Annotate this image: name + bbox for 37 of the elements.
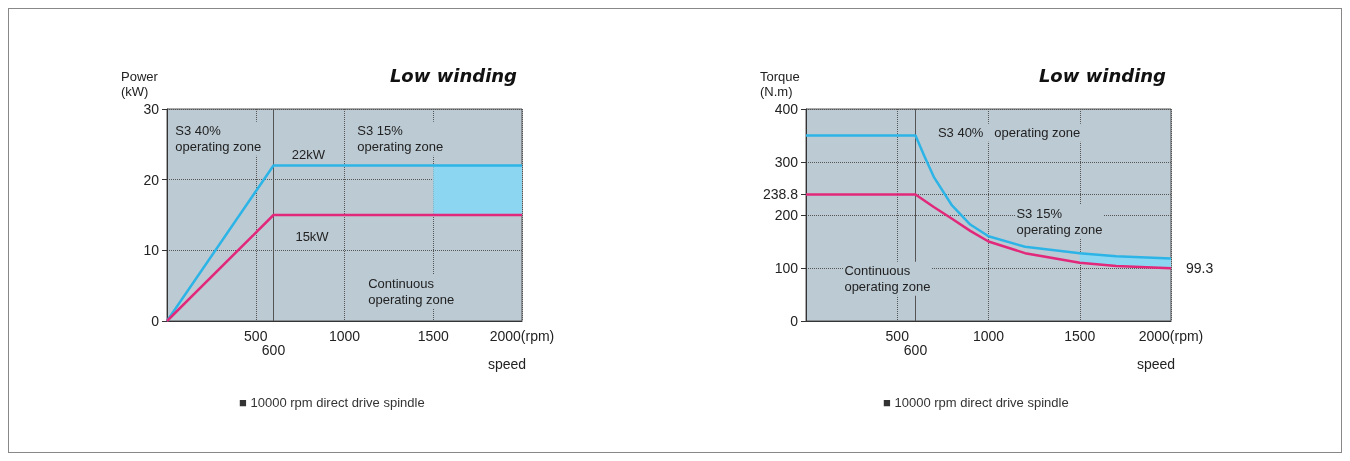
annotation: S3 40% operating zone (175, 123, 262, 155)
chart-title: Low winding (1038, 64, 1167, 86)
annotation: Continuous operating zone (844, 263, 931, 295)
y-tick-label: 10 (143, 242, 160, 259)
y-tick-label: 300 (774, 154, 799, 170)
x-tick-label: 500 (244, 328, 268, 344)
y-tick-label: 0 (151, 313, 160, 329)
y-tick-label: 20 (143, 171, 160, 188)
annotation: S3 40% operating zone (937, 125, 1081, 141)
text: ■ 10000 rpm direct drive spindle (883, 394, 1069, 410)
y-tick-label: 238.8 (762, 186, 799, 203)
x-axis-title: speed (487, 356, 527, 372)
annotation: 22kW (291, 146, 326, 162)
annotation: 99.3 (1186, 260, 1214, 277)
y-axis-title: Power (kW) (121, 69, 159, 99)
x-tick-label: 1500 (1064, 328, 1096, 344)
x-tick-label: 1000 (972, 328, 1005, 344)
x-tick-label: 2000(rpm) (1138, 328, 1204, 344)
annotation: Continuous operating zone (368, 275, 455, 307)
x-tick-label: 1000 (328, 328, 361, 344)
chart-title: Low winding (389, 64, 518, 86)
x-tick-label: 500 (885, 328, 910, 344)
annotation: S3 15% operating zone (1016, 205, 1103, 237)
annotation: S3 15% operating zone (357, 123, 444, 155)
y-tick-label: 100 (774, 260, 799, 276)
ref-line-label: 600 (261, 342, 286, 358)
y-tick-label: 200 (774, 207, 799, 223)
y-axis-title: Torque (N.m) (760, 69, 800, 99)
annotation: 15kW (295, 229, 330, 245)
x-tick-label: 1500 (417, 328, 450, 344)
y-tick-label: 30 (143, 101, 160, 117)
x-tick-label: 2000(rpm) (489, 328, 555, 344)
ref-line-label: 600 (903, 342, 928, 358)
y-tick-label: 0 (790, 313, 799, 329)
x-axis-title: speed (1136, 356, 1176, 372)
y-tick-label: 400 (774, 101, 799, 117)
text: ■ 10000 rpm direct drive spindle (239, 394, 425, 410)
